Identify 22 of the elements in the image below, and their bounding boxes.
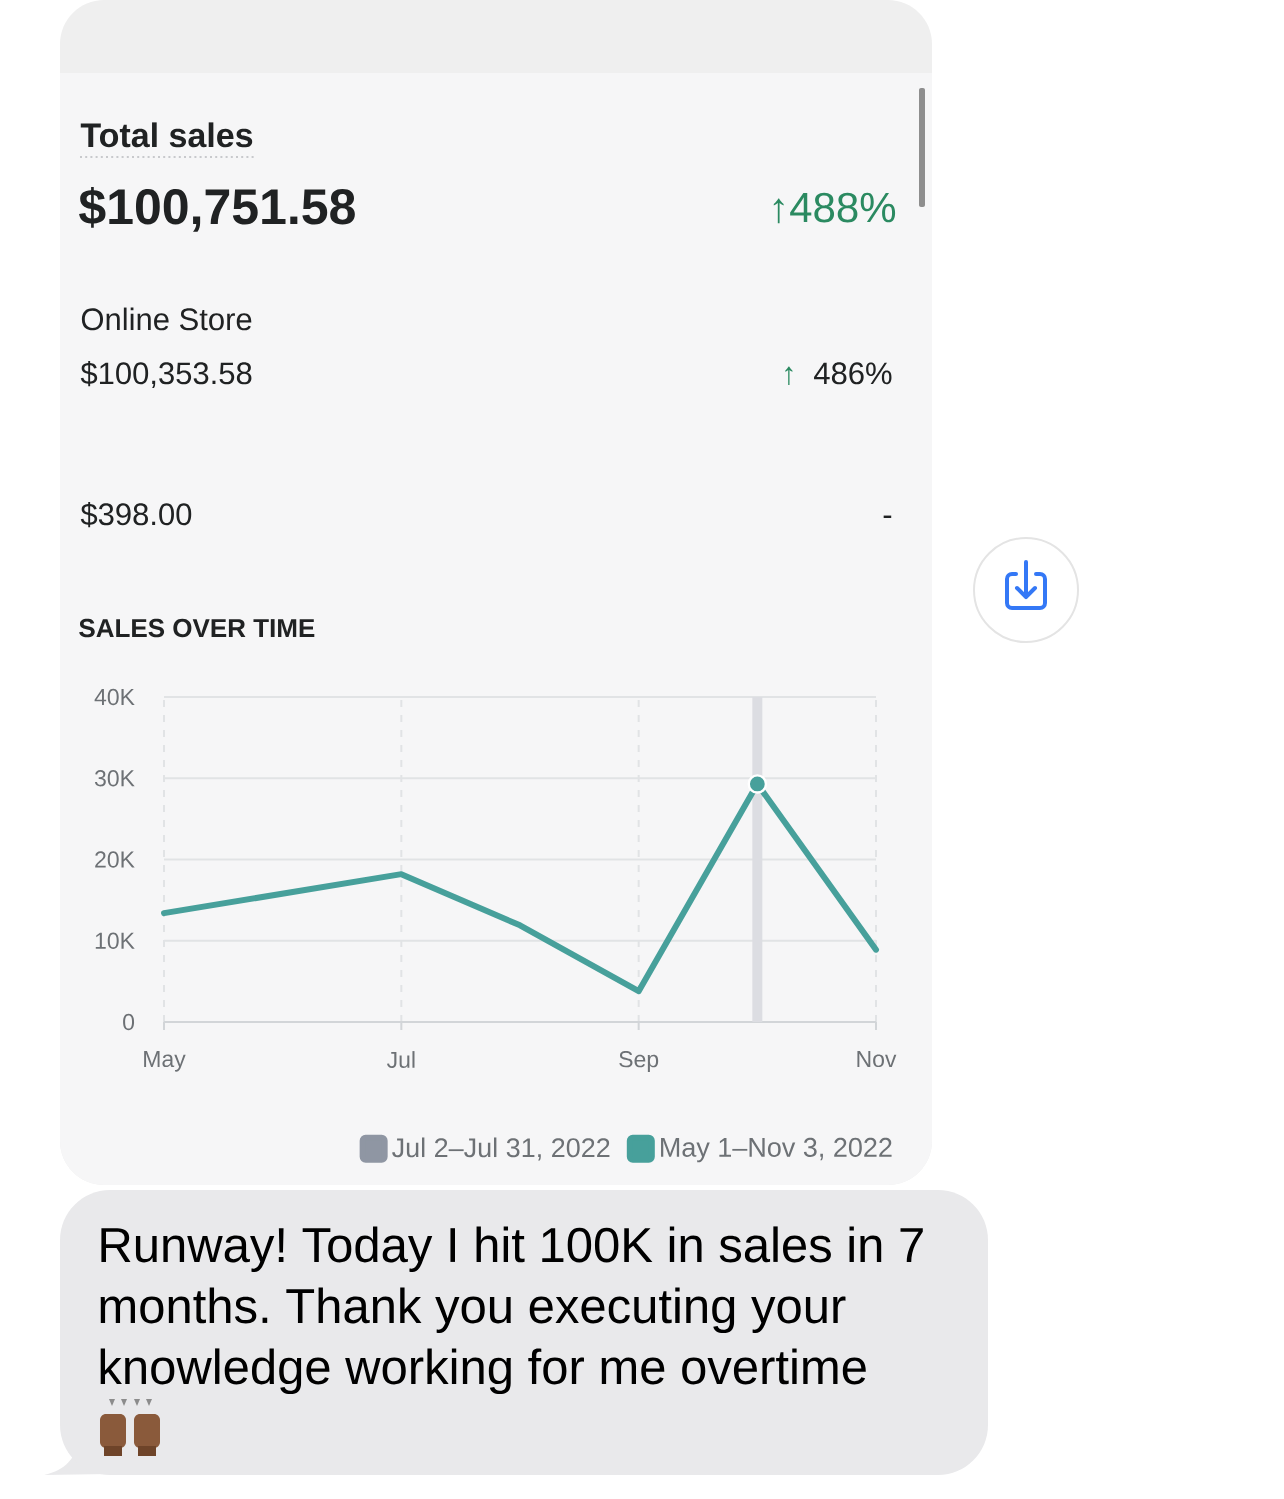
x-tick-label: Nov — [857, 1051, 897, 1068]
y-tick-label: 40K — [94, 688, 135, 706]
text: ↑ — [785, 366, 793, 385]
text: Online Store — [81, 307, 252, 331]
text: - — [883, 515, 892, 518]
text: $100,751.58 — [79, 186, 355, 232]
chart-title: SALES OVER TIME — [79, 618, 315, 638]
x-tick-label: May — [144, 1051, 186, 1072]
text: 486% — [814, 362, 892, 385]
legend-label: May 1–Nov 3, 2022 — [661, 1137, 892, 1163]
text: $398.00 — [80, 502, 192, 528]
x-tick-label: Sep — [619, 1051, 659, 1072]
y-tick-label: 20K — [95, 851, 135, 868]
y-tick-label: 30K — [94, 770, 135, 787]
x-tick-label: Jul — [386, 1051, 415, 1068]
text: Total sales — [80, 122, 253, 148]
text: $100,353.58 — [80, 361, 252, 388]
legend-label: Jul 2–Jul 31, 2022 — [392, 1137, 610, 1161]
y-tick-label: 0 — [123, 1013, 135, 1031]
text: ↑488% — [773, 192, 896, 224]
text: Runway! Today I hit 100K in sales in 7 months. Thank you executing your knowledge working for me overtime — [100, 1226, 923, 1395]
y-tick-label: 10K — [95, 932, 135, 949]
